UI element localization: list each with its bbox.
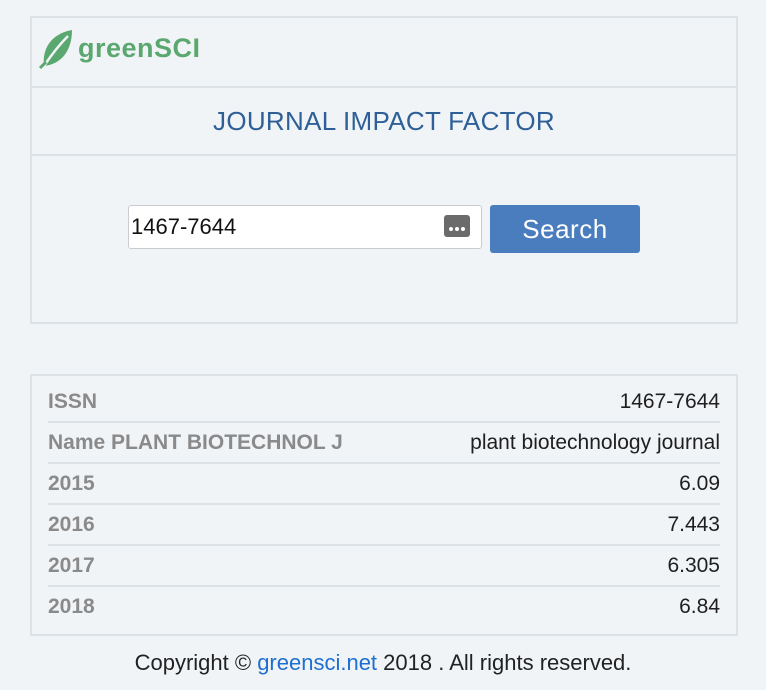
row-value: 1467-7644 [619,389,720,413]
results-table: ISSN 1467-7644 Name PLANT BIOTECHNOL J p… [30,374,738,636]
title-bar: JOURNAL IMPACT FACTOR [32,88,736,156]
brand-bar: greenSCI [32,18,736,88]
table-row: 2017 6.305 [48,546,720,587]
row-label: 2017 [48,553,95,577]
row-label: Name PLANT BIOTECHNOL J [48,430,343,454]
table-row: 2018 6.84 [48,587,720,626]
search-panel: greenSCI JOURNAL IMPACT FACTOR Search [30,16,738,324]
table-row: ISSN 1467-7644 [48,382,720,423]
search-form: Search [32,156,736,324]
search-field[interactable] [128,205,482,249]
search-button[interactable]: Search [490,205,640,253]
row-label: ISSN [48,389,98,413]
row-value: 6.09 [679,471,720,495]
search-input[interactable] [131,208,431,246]
row-value: plant biotechnology journal [470,430,720,454]
row-label: 2016 [48,512,95,536]
table-row: 2016 7.443 [48,505,720,546]
brand-name: greenSCI [78,32,201,63]
row-value: 7.443 [667,512,720,536]
copyright-suffix: 2018 . All rights reserved. [377,650,632,675]
copyright-prefix: Copyright © [134,650,258,675]
row-value: 6.305 [667,553,720,577]
row-label: 2018 [48,594,95,618]
keyboard-icon[interactable] [443,212,471,240]
table-row: 2015 6.09 [48,464,720,505]
logo[interactable]: greenSCI [38,26,201,70]
page-title: JOURNAL IMPACT FACTOR [213,105,555,136]
footer: Copyright © greensci.net 2018 . All righ… [0,650,766,676]
row-value: 6.84 [679,594,720,618]
row-label: 2015 [48,471,95,495]
leaf-icon [38,30,72,70]
footer-link[interactable]: greensci.net [257,650,378,675]
table-row: Name PLANT BIOTECHNOL J plant biotechnol… [48,423,720,464]
